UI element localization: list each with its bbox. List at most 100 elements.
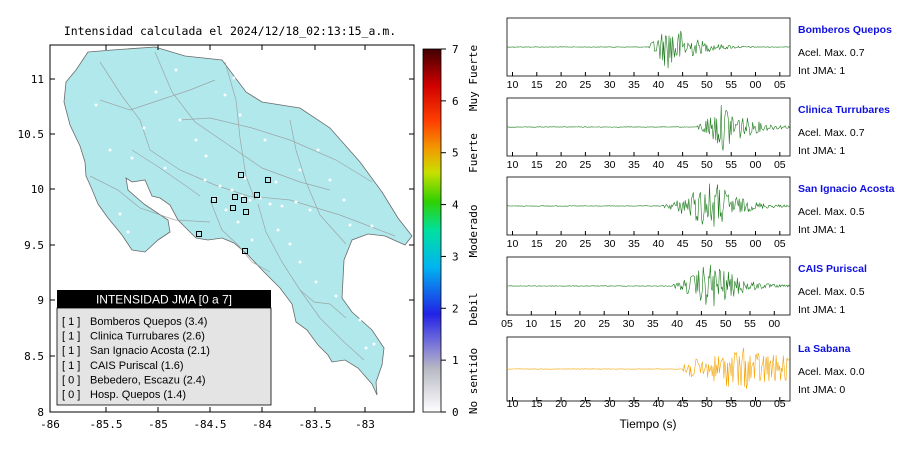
city-dot (174, 68, 178, 72)
station-square (242, 248, 248, 254)
city-dot (126, 230, 130, 234)
station-name: Bomberos Quepos (798, 24, 892, 36)
city-dot (240, 194, 244, 198)
city-dot (370, 224, 374, 228)
city-dot (298, 168, 302, 172)
trace-tick-label: 45 (696, 318, 708, 330)
city-dot (274, 180, 278, 184)
trace-tick-label: 35 (628, 398, 640, 410)
trace-tick-label: 50 (720, 318, 732, 330)
station-acel: Acel. Max. 0.5 (798, 286, 865, 298)
city-dot (163, 166, 167, 170)
trace-tick-label: 30 (604, 238, 616, 250)
trace-tick-label: 15 (531, 79, 543, 91)
trace-tick-label: 30 (623, 318, 635, 330)
legend-item-text: San Ignacio Acosta (2.1) (90, 345, 210, 357)
colorbar-tick-label: 0 (452, 406, 459, 419)
label-moderado: Moderado (467, 205, 480, 258)
trace-tick-label: 45 (677, 398, 689, 410)
colorbar-labels: Muy Fuerte Fuerte Moderado Debil No sent… (467, 45, 480, 414)
trace-panel: 05 10 15 20 25 30 35 40 45 50 55 00 CAIS Puriscal Ace… (501, 256, 867, 330)
trace-waveform (506, 105, 790, 151)
trace-tick-label: 15 (531, 238, 543, 250)
legend-item-level: [ 1 ] (62, 360, 80, 372)
legend-item-level: [ 0 ] (62, 389, 80, 401)
trace-waveform (506, 30, 790, 69)
map-y-tick-label: 10 (31, 183, 44, 196)
station-square (238, 172, 244, 178)
trace-tick-label: 45 (677, 79, 689, 91)
station-markers (196, 172, 271, 254)
map-x-axis: -86 -85.5 -85 -84.5 -84 -83.5 -83 (40, 45, 375, 431)
city-dot (230, 188, 234, 192)
city-dot (154, 90, 158, 94)
station-square (254, 192, 260, 198)
trace-tick-label: 50 (701, 398, 713, 410)
legend-item-level: [ 1 ] (62, 316, 80, 328)
colorbar-tick-label: 3 (452, 250, 459, 263)
city-dot (178, 118, 182, 122)
trace-tick-label: 05 (501, 318, 513, 330)
city-dot (316, 148, 320, 152)
city-dot (334, 294, 338, 298)
trace-tick-label: 35 (628, 159, 640, 171)
city-dot (288, 242, 292, 246)
city-dot (328, 178, 332, 182)
station-square (241, 197, 247, 203)
colorbar-tick-label: 4 (452, 199, 459, 212)
legend-title: INTENSIDAD JMA [0 a 7] (96, 293, 232, 307)
trace-tick-label: 25 (580, 398, 592, 410)
trace-tick-label: 40 (652, 238, 664, 250)
legend-item-text: Bebedero, Escazu (2.4) (90, 374, 206, 386)
legend-item-level: [ 1 ] (62, 331, 80, 343)
label-fuerte: Fuerte (467, 133, 480, 173)
city-dot (218, 184, 222, 188)
trace-tick-label: 10 (507, 79, 519, 91)
station-square (265, 177, 271, 183)
trace-tick-label: 25 (580, 79, 592, 91)
trace-tick-label: 15 (531, 159, 543, 171)
colorbar (422, 48, 442, 413)
trace-tick-label: 25 (580, 159, 592, 171)
trace-panel: 10 15 20 25 30 35 40 45 50 55 00 05 Clinica Turrubar… (506, 97, 890, 171)
city-dot (142, 126, 146, 130)
map-y-tick-label: 8.5 (24, 350, 44, 363)
trace-tick-label: 00 (768, 318, 780, 330)
colorbar-tick-label: 1 (452, 354, 459, 367)
trace-tick-label: 10 (507, 398, 519, 410)
trace-waveform (506, 347, 790, 389)
station-name: CAIS Puriscal (798, 263, 867, 275)
colorbar-tick-label: 6 (452, 95, 459, 108)
map-y-axis: 11 10.5 10 9.5 9 8.5 8 (18, 73, 414, 419)
map-x-tick-label: -86 (40, 418, 60, 431)
map-y-tick-label: 10.5 (18, 128, 45, 141)
colorbar-tick-label: 7 (452, 43, 459, 56)
trace-tick-label: 35 (628, 238, 640, 250)
trace-tick-label: 20 (555, 238, 567, 250)
trace-tick-label: 45 (677, 238, 689, 250)
station-name: San Ignacio Acosta (798, 183, 895, 195)
station-square (211, 197, 217, 203)
trace-panel: 10 15 20 25 30 35 40 45 50 55 00 05 Bomberos Quepos A… (506, 17, 892, 91)
station-square (243, 209, 249, 215)
city-dot (298, 260, 302, 264)
city-dot (372, 342, 376, 346)
trace-tick-label: 40 (671, 318, 683, 330)
label-debil: Debil (467, 292, 480, 325)
city-dot (294, 200, 298, 204)
station-name: La Sabana (798, 343, 851, 355)
trace-tick-label: 55 (725, 79, 737, 91)
trace-tick-label: 00 (750, 159, 762, 171)
city-dot (108, 148, 112, 152)
trace-tick-label: 00 (750, 238, 762, 250)
city-dot (358, 318, 362, 322)
trace-tick-label: 05 (774, 238, 786, 250)
city-dot (263, 138, 267, 142)
trace-tick-label: 55 (725, 398, 737, 410)
city-dot (348, 223, 352, 227)
city-dot (243, 176, 247, 180)
station-jma: Int JMA: 1 (798, 65, 845, 77)
trace-tick-label: 35 (647, 318, 659, 330)
station-acel: Acel. Max. 0.7 (798, 127, 865, 139)
map-y-tick-label: 11 (31, 73, 44, 86)
